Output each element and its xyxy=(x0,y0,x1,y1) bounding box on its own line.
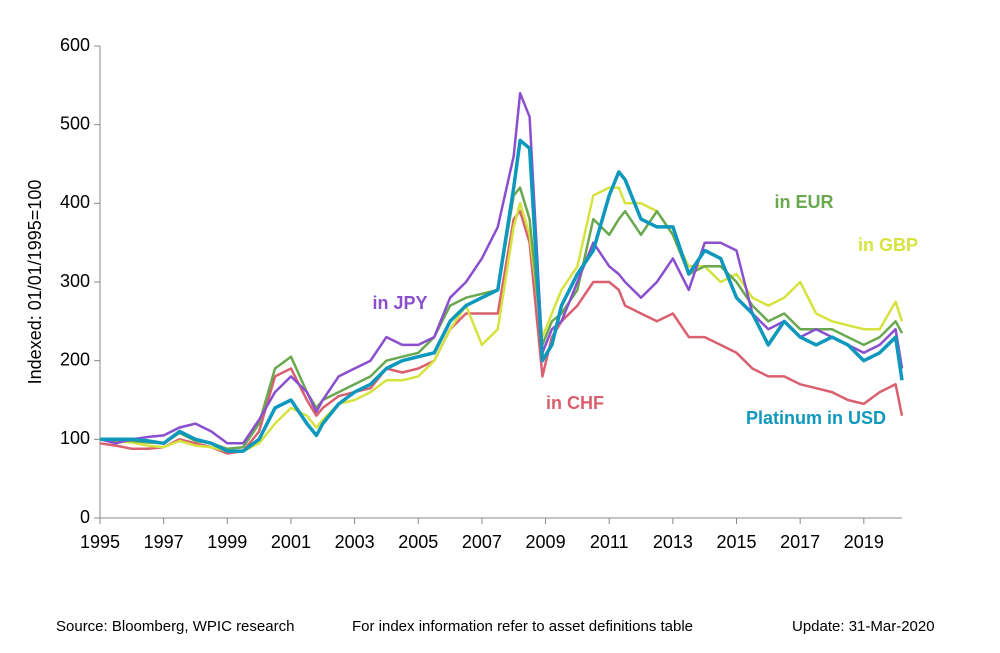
series-label: Platinum in USD xyxy=(746,408,886,428)
series-line xyxy=(99,186,904,451)
x-tick-label: 2009 xyxy=(526,532,566,552)
x-tick-label: 2015 xyxy=(716,532,756,552)
y-tick-label: 400 xyxy=(60,192,90,212)
footer-update: Update: 31-Mar-2020 xyxy=(792,618,935,635)
x-tick-label: 2007 xyxy=(462,532,502,552)
x-tick-label: 2019 xyxy=(844,532,884,552)
x-tick-label: 1995 xyxy=(80,532,120,552)
x-tick-label: 1997 xyxy=(144,532,184,552)
y-axis-label: Indexed: 01/01/1995=100 xyxy=(25,180,45,385)
y-tick-label: 300 xyxy=(60,271,90,291)
series-label-box: Platinum in USD xyxy=(746,408,886,428)
y-tick-label: 100 xyxy=(60,428,90,448)
x-tick-label: 2011 xyxy=(590,532,629,552)
x-tick-label: 2017 xyxy=(780,532,820,552)
x-tick-label: 2003 xyxy=(335,532,375,552)
x-tick-label: 1999 xyxy=(207,532,247,552)
x-tick-label: 2005 xyxy=(398,532,438,552)
y-tick-label: 200 xyxy=(60,349,90,369)
series-label: in CHF xyxy=(546,393,604,413)
x-tick-label: 2001 xyxy=(271,532,311,552)
y-tick-label: 500 xyxy=(60,113,90,133)
series-label: in GBP xyxy=(858,235,918,255)
series-line xyxy=(100,138,904,453)
y-tick-label: 600 xyxy=(60,35,90,55)
series-label: in EUR xyxy=(774,192,833,212)
footer-source: Source: Bloomberg, WPIC research xyxy=(56,618,294,635)
series-line xyxy=(99,91,904,445)
x-tick-label: 2013 xyxy=(653,532,693,552)
series-label: in JPY xyxy=(372,293,427,313)
footer-note: For index information refer to asset def… xyxy=(352,618,693,635)
y-tick-label: 0 xyxy=(80,507,90,527)
